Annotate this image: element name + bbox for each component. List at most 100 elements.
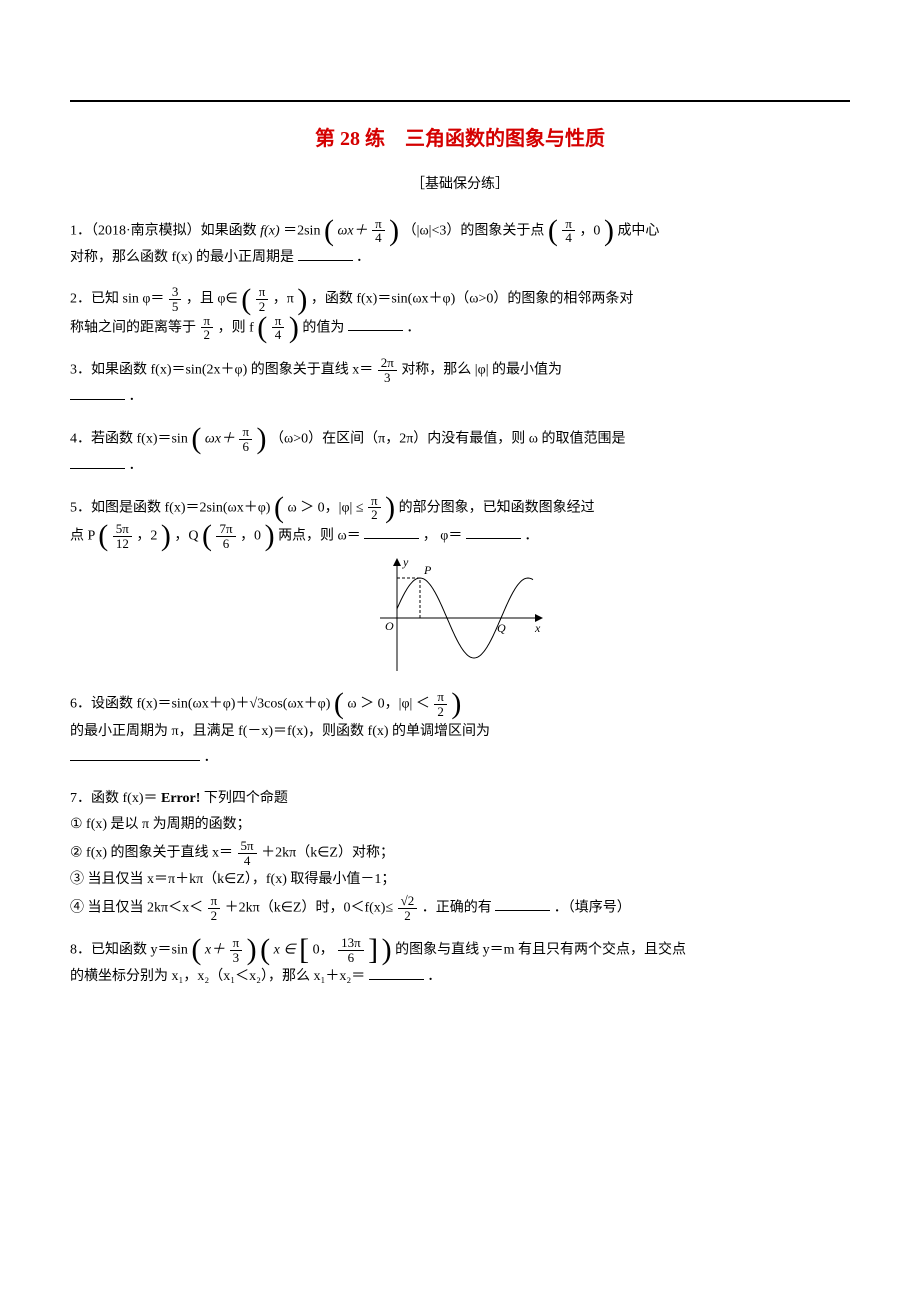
svg-text:Q: Q [497,621,506,635]
q7-p4frac1: π2 [208,894,221,922]
q2-sinfrac: 35 [169,285,182,313]
q7-p4b: ＋2kπ（k∈Z）时，0＜f(x)≤ [225,900,394,915]
q5-Qfrac: 7π6 [216,522,235,550]
question-2: 2．已知 sin φ＝ 35 ，且 φ∈ ( π2 ，π ) ，函数 f(x)＝… [70,285,850,342]
q2-l2c: 的值为 [302,320,344,335]
svg-text:y: y [402,556,409,569]
q1-cond: （|ω|<3）的图象关于点 [403,223,545,238]
footer-watermark [0,1065,920,1105]
q1-line2: 对称，那么函数 f(x) 的最小正周期是 [70,250,294,265]
question-4: 4．若函数 f(x)＝sin ( ωx＋ π6 ) （ω>0）在区间（π，2π）… [70,425,850,480]
question-6: 6．设函数 f(x)＝sin(ωx＋φ)＋√3cos(ωx＋φ) ( ω ＞ 0… [70,690,850,771]
q8-domfrac: 13π6 [338,936,364,964]
q4-end: ． [129,458,143,473]
q3-end: ． [129,389,143,404]
q6-end: ． [204,750,218,765]
q1-pt-rest: ，0 [579,223,600,238]
q1-frac1: π4 [372,217,385,245]
q8-argfrac: π3 [230,936,243,964]
q2-l1c: ，函数 f(x)＝sin(ωx＋φ)（ω>0）的图象的相邻两条对 [311,292,634,307]
question-8: 8．已知函数 y＝sin ( x＋ π3 ) ( x ∈ [ 0， 13π6 ]… [70,936,850,991]
q3-a: 3．如果函数 f(x)＝sin(2x＋φ) 的图象关于直线 x＝ [70,362,373,377]
q8-l2a: 的横坐标分别为 x₁，x₂（x₁＜x₂），那么 x₁＋x₂＝ [70,969,365,984]
q5-chart: Oy x P Q [375,556,545,676]
q8-b: 的图象与直线 y＝m 有且只有两个交点，且交点 [395,943,686,958]
q2-l2a: 称轴之间的距离等于 [70,320,196,335]
q2-l1b: ，且 φ∈ [186,292,238,307]
q2-l2b: ，则 f [218,320,254,335]
question-1: 1．（2018·南京模拟）如果函数 f(x) ＝2sin ( ωx＋ π4 ) … [70,217,850,272]
q5-Pfrac: 5π12 [113,522,132,550]
q5-b: 的部分图象，已知函数图象经过 [399,500,595,515]
q8-domlo: 0， [313,943,334,958]
blank [348,316,403,331]
svg-text:x: x [534,621,541,635]
blank [466,524,521,539]
q7-p2frac: 5π4 [238,839,257,867]
question-5: 5．如图是函数 f(x)＝2sin(ωx＋φ) ( ω ＞ 0，|φ| ≤ π2… [70,494,850,677]
q5-l2c: 两点，则 ω＝ [278,528,361,543]
q1-inparen-left: ωx＋ [337,223,367,238]
page-title: 第 28 练 三角函数的图象与性质 [70,120,850,158]
q8-doml: x ∈ [274,943,299,958]
q7-p4frac2: √22 [398,894,418,922]
q8-argl: x＋ [205,943,225,958]
q4-inner-left: ωx＋ [205,431,235,446]
q5-l2b: ，Q [174,528,198,543]
q1-tail: 成中心 [617,223,659,238]
q4-b: （ω>0）在区间（π，2π）内没有最值，则 ω 的取值范围是 [270,431,625,446]
q6-condl: ω ＞ 0，|φ| ＜ [347,697,433,712]
q5-l2d: ， φ＝ [423,528,463,543]
q8-a: 8．已知函数 y＝sin [70,943,188,958]
svg-text:P: P [423,563,432,577]
q6-condfrac: π2 [434,690,447,718]
q6-line2: 的最小正周期为 π，且满足 f(－x)＝f(x)，则函数 f(x) 的单调增区间… [70,724,490,739]
q1-eq: ＝2sin [283,223,320,238]
q7-p4c: ．正确的有 [422,900,492,915]
blank [70,385,125,400]
blank [369,965,424,980]
q7-p3: ③ 当且仅当 x＝π＋kπ（k∈Z），f(x) 取得最小值－1； [70,872,395,887]
blank [495,896,550,911]
q7-error: Error! [161,791,200,806]
q7-p4a: ④ 当且仅当 2kπ＜x＜ [70,900,203,915]
question-7: 7．函数 f(x)＝ Error! 下列四个命题 ① f(x) 是以 π 为周期… [70,786,850,922]
q6-a: 6．设函数 f(x)＝sin(ωx＋φ)＋√3cos(ωx＋φ) [70,697,330,712]
q2-rangemid: ，π [273,292,294,307]
q2-distfrac: π2 [201,314,214,342]
blank [298,246,353,261]
q2-end: ． [406,320,420,335]
top-rule [70,100,850,102]
q7-p4d: ．（填序号） [554,900,631,915]
q5-Prest: ，2 [136,528,157,543]
q7-p2b: ＋2kπ（k∈Z）对称； [261,845,394,860]
page-subtitle: ［基础保分练］ [70,172,850,199]
q4-a: 4．若函数 f(x)＝sin [70,431,188,446]
q2-argfrac: π4 [272,314,285,342]
q5-l2a: 点 P [70,528,95,543]
q7-p1: ① f(x) 是以 π 为周期的函数； [70,817,251,832]
q5-a: 5．如图是函数 f(x)＝2sin(ωx＋φ) [70,500,270,515]
q7-p2a: ② f(x) 的图象关于直线 x＝ [70,845,233,860]
blank [364,524,419,539]
q1-pt-frac: π4 [562,217,575,245]
blank [70,746,200,761]
q5-Qrest: ，0 [240,528,261,543]
q1-prefix: 1．（2018·南京模拟）如果函数 [70,223,260,238]
q1-fx: f(x) [260,223,279,238]
svg-text:O: O [385,619,394,633]
q2-rangefrac: π2 [256,285,269,313]
q7-head: 7．函数 f(x)＝ [70,791,158,806]
q2-l1a: 2．已知 sin φ＝ [70,292,164,307]
q5-end: ． [524,528,538,543]
blank [70,454,125,469]
q5-condfrac: π2 [368,494,381,522]
q5-condl: ω ＞ 0，|φ| ≤ [287,500,367,515]
q3-b: 对称，那么 |φ| 的最小值为 [401,362,562,377]
q8-end: ． [427,969,441,984]
q1-end: ． [356,250,370,265]
q4-frac: π6 [239,425,252,453]
q7-headtail: 下列四个命题 [204,791,288,806]
q3-frac: 2π3 [378,356,397,384]
question-3: 3．如果函数 f(x)＝sin(2x＋φ) 的图象关于直线 x＝ 2π3 对称，… [70,356,850,411]
